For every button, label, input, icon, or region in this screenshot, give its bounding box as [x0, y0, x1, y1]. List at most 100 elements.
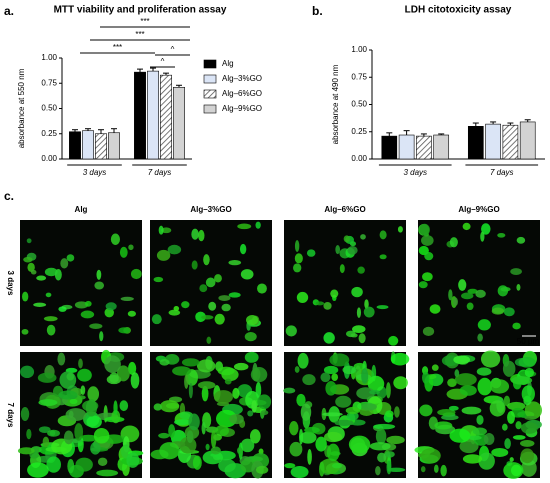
- cell-cluster: [217, 366, 235, 376]
- cell-cluster: [507, 410, 515, 424]
- y-tick-label: 0.00: [351, 154, 367, 163]
- cell-cluster: [467, 288, 478, 294]
- cell-cluster: [285, 325, 297, 337]
- cell-cluster: [232, 387, 240, 399]
- column-label: Alg–6%GO: [324, 205, 365, 214]
- error-bar: [72, 129, 78, 132]
- cell-cluster: [524, 415, 537, 421]
- cell-cluster: [229, 413, 244, 425]
- cell-cluster: [289, 420, 299, 436]
- cell-cluster: [65, 408, 87, 422]
- cell-cluster: [181, 358, 200, 367]
- cell-cluster: [369, 389, 380, 395]
- bar: [502, 124, 519, 160]
- cell-cluster: [23, 256, 33, 263]
- cell-cluster: [466, 302, 474, 311]
- cell-cluster: [422, 272, 433, 282]
- cell-cluster: [159, 442, 180, 460]
- cell-cluster: [120, 444, 131, 459]
- cell-cluster: [342, 365, 357, 375]
- cell-cluster: [315, 301, 325, 306]
- bar: [381, 135, 398, 160]
- cell-cluster: [111, 410, 121, 424]
- error-bar: [163, 72, 169, 76]
- cell-cluster: [441, 414, 459, 421]
- cell-cluster: [515, 421, 522, 430]
- cell-cluster: [334, 419, 354, 426]
- cell-cluster: [216, 409, 238, 428]
- bar: [485, 123, 501, 160]
- cell-cluster: [86, 415, 102, 429]
- micrographs: [17, 220, 543, 479]
- cell-cluster: [109, 372, 119, 384]
- error-bar: [111, 128, 117, 133]
- cell-cluster: [376, 305, 389, 310]
- cell-cluster: [491, 447, 509, 458]
- cell-cluster: [205, 277, 216, 288]
- cell-cluster: [346, 411, 359, 421]
- cell-cluster: [497, 232, 506, 238]
- error-bar: [490, 121, 497, 125]
- cell-cluster: [307, 449, 312, 465]
- cell-cluster: [153, 276, 164, 283]
- cell-cluster: [113, 400, 118, 416]
- cell-cluster: [363, 306, 375, 318]
- cell-cluster: [419, 404, 433, 417]
- cell-cluster: [46, 456, 61, 473]
- cell-cluster: [59, 371, 77, 389]
- cell-cluster: [201, 421, 206, 435]
- cell-cluster: [330, 289, 339, 298]
- error-bar: [524, 119, 531, 122]
- cell-cluster: [38, 426, 51, 434]
- cell-cluster: [104, 355, 121, 374]
- cell-cluster: [518, 357, 536, 368]
- cell-cluster: [509, 457, 514, 463]
- error-bar: [386, 132, 393, 137]
- cell-cluster: [335, 395, 352, 408]
- cell-cluster: [388, 335, 399, 346]
- cell-cluster: [483, 433, 495, 445]
- cell-cluster: [251, 400, 257, 413]
- cell-cluster: [208, 301, 217, 311]
- legend-swatch: [203, 104, 217, 114]
- cell-cluster: [520, 422, 538, 434]
- cell-cluster: [126, 452, 140, 468]
- cell-cluster: [510, 268, 522, 276]
- cell-cluster: [161, 227, 172, 234]
- cell-cluster: [181, 301, 190, 309]
- cell-cluster: [78, 358, 83, 369]
- cell-cluster: [348, 435, 371, 454]
- cell-cluster: [297, 352, 309, 369]
- significance-label: ^: [171, 45, 175, 54]
- cell-cluster: [156, 249, 171, 261]
- cell-cluster: [168, 309, 181, 316]
- cell-cluster: [203, 254, 210, 266]
- cell-cluster: [461, 292, 474, 300]
- cell-cluster: [151, 314, 162, 325]
- cell-cluster: [116, 365, 130, 382]
- cell-cluster: [110, 233, 120, 245]
- cell-cluster: [127, 310, 136, 317]
- cell-cluster: [168, 424, 176, 438]
- cell-cluster: [420, 448, 441, 464]
- error-bar: [420, 133, 427, 137]
- cell-cluster: [454, 373, 477, 386]
- cell-cluster: [37, 372, 57, 383]
- y-tick-label: 0.75: [41, 78, 57, 87]
- cell-cluster: [228, 292, 241, 298]
- chart-title: LDH citotoxicity assay: [405, 5, 512, 16]
- cell-cluster: [331, 373, 339, 381]
- y-tick-label: 0.50: [351, 100, 367, 109]
- bar: [519, 121, 536, 160]
- cell-cluster: [184, 374, 189, 389]
- cell-cluster: [233, 362, 249, 371]
- cell-cluster: [319, 461, 325, 477]
- cell-cluster: [393, 376, 408, 390]
- cell-cluster: [255, 381, 262, 399]
- cell-cluster: [489, 379, 510, 394]
- cell-cluster: [221, 303, 231, 312]
- cell-cluster: [431, 364, 439, 371]
- cell-cluster: [237, 447, 243, 455]
- cell-cluster: [299, 431, 317, 444]
- cell-cluster: [69, 398, 78, 405]
